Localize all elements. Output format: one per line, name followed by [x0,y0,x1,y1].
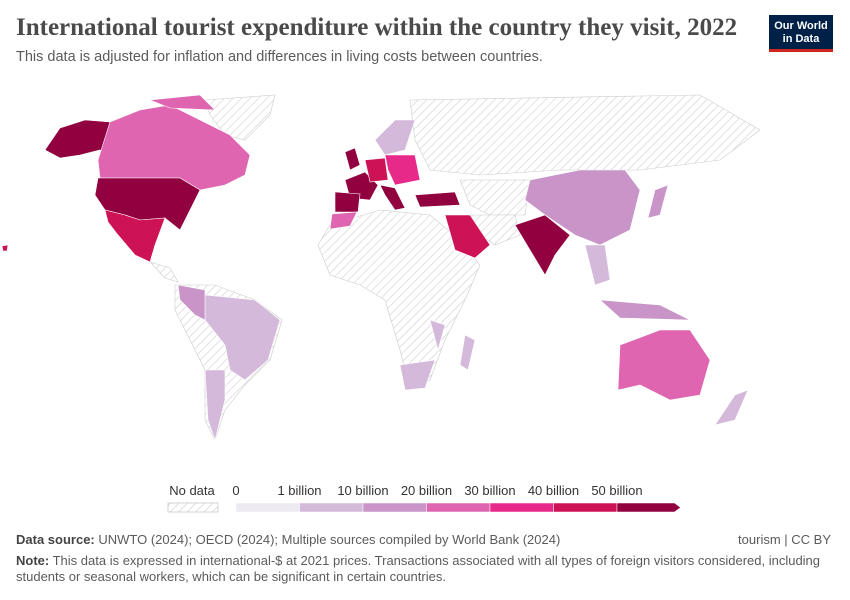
source: Data source: UNWTO (2024); OECD (2024); … [16,532,560,547]
note: Note: This data is expressed in internat… [16,553,826,585]
country[interactable] [599,299,691,321]
legend-swatch [235,502,300,513]
country[interactable] [459,334,476,371]
country[interactable] [204,369,226,442]
logo-line: in Data [782,33,820,45]
legend-label: No data [169,483,215,498]
country[interactable] [584,244,611,286]
country[interactable] [177,284,206,321]
logo-line: Our World [774,20,828,32]
country[interactable] [617,329,711,401]
country[interactable] [204,94,276,141]
legend: No data 0 1 billion 10 billion 20 billion 30… [167,483,681,513]
country[interactable] [1,244,9,252]
legend-swatch [489,502,554,513]
legend-swatch [362,502,427,513]
country[interactable] [647,184,669,219]
country[interactable] [149,94,216,111]
legend-label: 10 billion [337,483,388,498]
legend-swatch [616,502,681,513]
legend-label: 50 billion [591,483,642,498]
note-text: This data is expressed in international-… [16,553,821,584]
no-data-swatch [167,502,219,513]
title: International tourist expenditure within… [16,14,738,41]
country[interactable] [104,209,166,263]
country[interactable] [374,119,416,156]
country[interactable] [344,147,361,171]
country[interactable] [149,261,179,283]
countries [1,94,761,442]
legend-label: 0 [232,483,239,498]
legend-swatch [299,502,364,513]
legend-label: 1 billion [277,483,321,498]
country[interactable] [429,319,446,352]
country[interactable] [714,389,749,426]
country[interactable] [379,184,406,211]
country[interactable] [414,191,461,208]
logo[interactable]: Our World in Data [769,15,833,52]
country[interactable] [334,191,361,213]
country[interactable] [204,294,281,381]
world-map [1,94,761,442]
source-label: Data source: [16,532,95,547]
country[interactable] [459,179,531,216]
note-label: Note: [16,553,50,568]
country[interactable] [409,94,761,176]
license[interactable]: tourism | CC BY [738,532,831,547]
country[interactable] [329,211,358,230]
legend-label: 20 billion [401,483,452,498]
country[interactable] [524,169,641,246]
country[interactable] [399,359,436,391]
source-text: UNWTO (2024); OECD (2024); Multiple sour… [98,532,561,547]
legend-swatch [426,502,491,513]
subtitle: This data is adjusted for inflation and … [16,49,543,65]
country[interactable] [364,157,389,183]
legend-label: 30 billion [464,483,515,498]
legend-swatch [553,502,618,513]
country[interactable] [444,214,491,259]
country[interactable] [384,154,421,186]
legend-label: 40 billion [528,483,579,498]
